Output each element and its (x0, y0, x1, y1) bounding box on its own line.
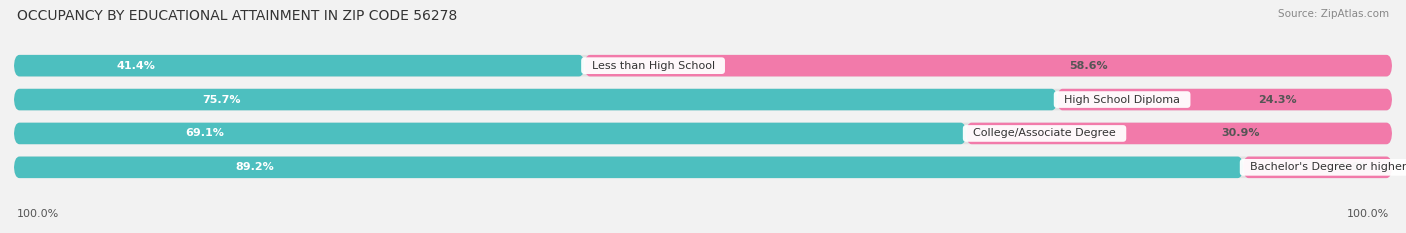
Text: 41.4%: 41.4% (117, 61, 156, 71)
Text: 75.7%: 75.7% (202, 95, 240, 105)
Text: High School Diploma: High School Diploma (1057, 95, 1187, 105)
FancyBboxPatch shape (14, 123, 1392, 144)
FancyBboxPatch shape (14, 55, 585, 76)
FancyBboxPatch shape (14, 89, 1057, 110)
Text: OCCUPANCY BY EDUCATIONAL ATTAINMENT IN ZIP CODE 56278: OCCUPANCY BY EDUCATIONAL ATTAINMENT IN Z… (17, 9, 457, 23)
FancyBboxPatch shape (585, 55, 1392, 76)
FancyBboxPatch shape (14, 157, 1243, 178)
Text: 89.2%: 89.2% (235, 162, 274, 172)
Text: 24.3%: 24.3% (1258, 95, 1296, 105)
FancyBboxPatch shape (1057, 89, 1392, 110)
Text: 100.0%: 100.0% (17, 209, 59, 219)
FancyBboxPatch shape (14, 157, 1392, 178)
Text: 10.8%: 10.8% (1333, 162, 1371, 172)
Text: 69.1%: 69.1% (186, 128, 225, 138)
Text: 58.6%: 58.6% (1069, 61, 1108, 71)
Text: Bachelor's Degree or higher: Bachelor's Degree or higher (1243, 162, 1406, 172)
FancyBboxPatch shape (14, 55, 1392, 76)
FancyBboxPatch shape (14, 89, 1392, 110)
Text: 30.9%: 30.9% (1222, 128, 1260, 138)
Text: College/Associate Degree: College/Associate Degree (966, 128, 1123, 138)
FancyBboxPatch shape (966, 123, 1392, 144)
FancyBboxPatch shape (1243, 157, 1392, 178)
Text: Less than High School: Less than High School (585, 61, 721, 71)
FancyBboxPatch shape (14, 123, 966, 144)
Text: Source: ZipAtlas.com: Source: ZipAtlas.com (1278, 9, 1389, 19)
Text: 100.0%: 100.0% (1347, 209, 1389, 219)
